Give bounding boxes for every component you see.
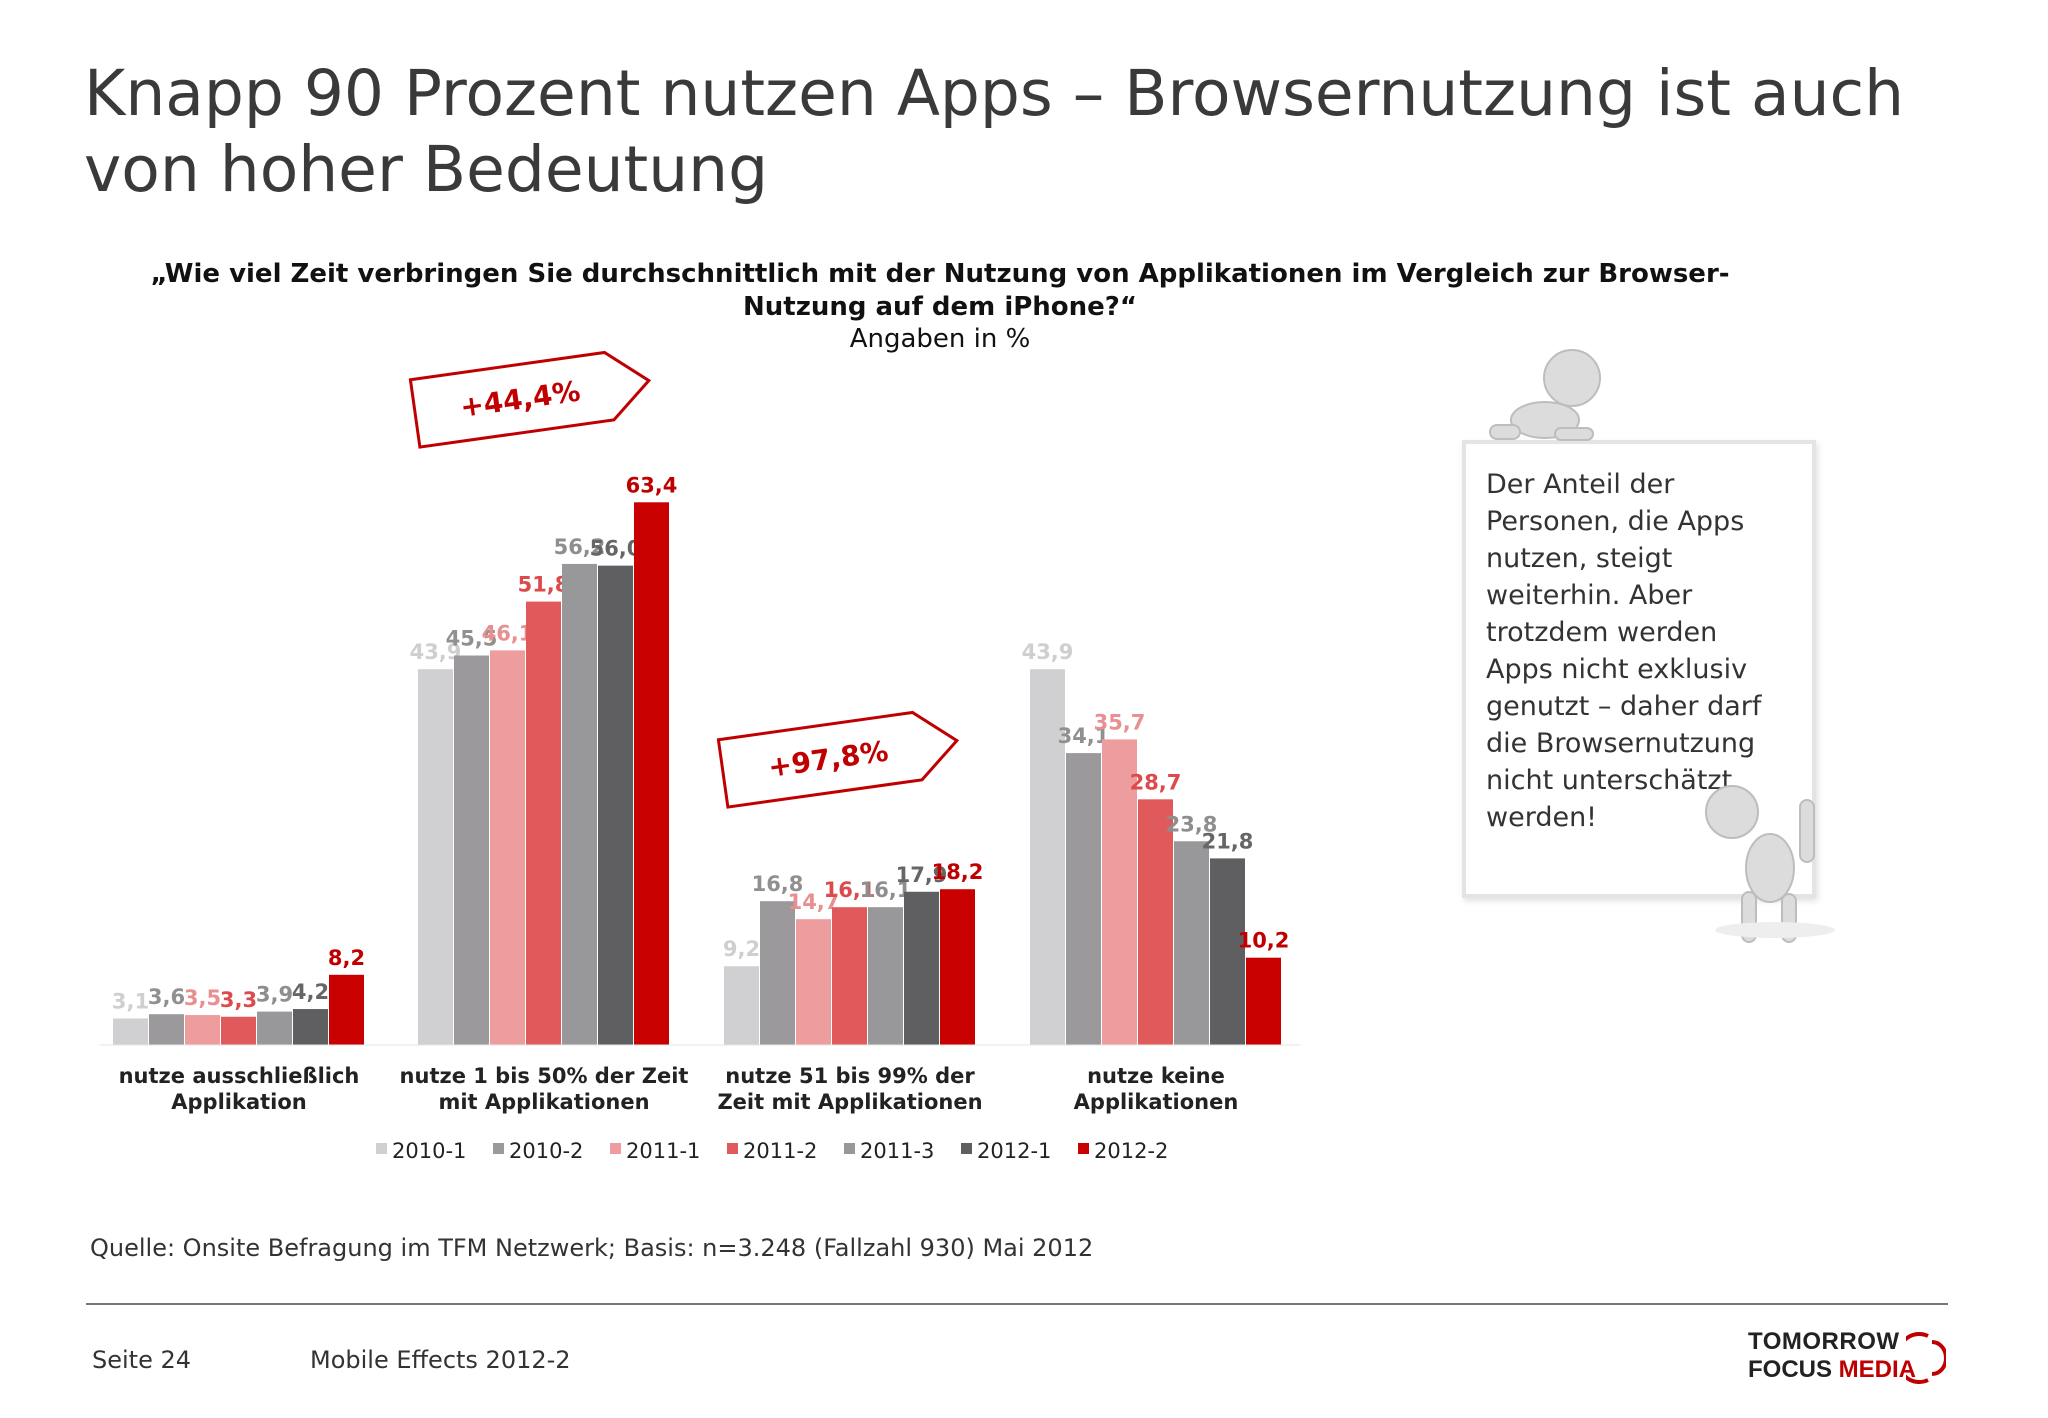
bar-2010-2-cat4 [1066,753,1101,1045]
legend-label: 2012-1 [977,1139,1051,1163]
category-label: nutze keine Applikationen [1074,1064,1239,1114]
bar-2011-1-cat1 [185,1015,220,1045]
logo-line-2: FOCUS MEDIA [1748,1356,1916,1384]
bar-2010-1-cat2 [418,669,453,1045]
bar-2012-1-cat2 [598,565,633,1045]
legend-swatch [727,1143,738,1154]
bar-2011-2-cat3 [832,907,867,1045]
bar-2012-1-cat4 [1210,858,1245,1045]
value-label: 14,7 [788,890,840,914]
bar-2010-1-cat4 [1030,669,1065,1045]
page-number: Seite 24 [92,1346,192,1374]
value-label: 45,5 [446,627,498,651]
value-label: 16,1 [824,878,876,902]
value-label: 9,2 [723,937,760,961]
value-label: 34,1 [1058,724,1110,748]
value-label: 63,4 [626,473,678,497]
bar-2012-2-cat2 [634,502,669,1045]
legend-swatch [376,1143,387,1154]
value-label: 16,1 [860,878,912,902]
legend-label: 2011-2 [743,1139,817,1163]
growth-callout-2-shape: +97,8% [716,710,960,809]
legend-swatch [610,1143,621,1154]
category-label: nutze ausschließlich Applikation [119,1064,360,1114]
bar-2011-1-cat2 [490,650,525,1045]
value-label: 17,9 [896,863,948,887]
legend-label: 2012-2 [1094,1139,1168,1163]
bar-2010-2-cat3 [760,901,795,1045]
value-label: 46,1 [482,621,534,645]
category-label: nutze 51 bis 99% der Zeit mit Applikation… [717,1064,982,1114]
bar-2012-1-cat1 [293,1009,328,1045]
value-label: 28,7 [1130,770,1182,794]
bar-2011-1-cat4 [1102,739,1137,1045]
unit-note: Angaben in % [849,324,1031,354]
bar-2011-3-cat3 [868,907,903,1045]
value-label: 51,8 [518,573,570,597]
value-label: 43,9 [1022,640,1074,664]
legend-swatch [961,1143,972,1154]
value-label: 56,2 [554,535,606,559]
legend-label: 2010-2 [509,1139,583,1163]
value-label: 18,2 [932,860,984,884]
value-label: 23,8 [1166,812,1218,836]
legend-swatch [844,1143,855,1154]
logo-word-media: MEDIA [1838,1356,1917,1383]
logo-arc-icon [1906,1332,1946,1384]
value-label: 10,2 [1238,929,1290,953]
value-label: 35,7 [1094,710,1146,734]
bar-2010-1-cat3 [724,966,759,1045]
bar-2011-2-cat1 [221,1016,256,1045]
bar-2011-3-cat2 [562,563,597,1045]
note-text: Der Anteil der Personen, die Apps nutzen… [1486,469,1762,833]
logo-line-1: TOMORROW [1748,1328,1900,1355]
logo-word-focus: FOCUS [1748,1356,1839,1383]
growth-callout-1-shape: +44,4% [408,350,652,449]
value-label: 56,0 [590,537,642,561]
value-label: 16,8 [752,872,804,896]
slide-title: Knapp 90 Prozent nutzen Apps – Browsernu… [84,57,1905,206]
legend-swatch [493,1143,504,1154]
bar-2011-2-cat4 [1138,799,1173,1045]
category-label: nutze 1 bis 50% der Zeit mit Applikatione… [400,1064,689,1114]
source-note: Quelle: Onsite Befragung im TFM Netzwerk… [90,1234,1094,1262]
value-label: 3,3 [220,988,257,1012]
bar-2010-1-cat1 [113,1018,148,1045]
report-name: Mobile Effects 2012-2 [310,1346,571,1374]
bar-2010-2-cat2 [454,655,489,1045]
bar-2010-2-cat1 [149,1014,184,1045]
bar-2012-2-cat1 [329,974,364,1045]
value-label: 3,1 [112,989,149,1013]
value-label: 8,2 [328,946,365,970]
value-label: 3,6 [148,985,185,1009]
legend-swatch [1078,1143,1089,1154]
legend-label: 2011-3 [860,1139,934,1163]
footer-divider [86,1303,1948,1305]
bar-2011-3-cat4 [1174,841,1209,1045]
legend-label: 2011-1 [626,1139,700,1163]
survey-question: „Wie viel Zeit verbringen Sie durchschni… [150,259,1730,322]
value-label: 21,8 [1202,829,1254,853]
bar-2011-2-cat2 [526,601,561,1045]
bar-2012-2-cat4 [1246,957,1281,1045]
legend-label: 2010-1 [392,1139,466,1163]
bar-2011-3-cat1 [257,1011,292,1045]
value-label: 3,9 [256,983,293,1007]
bar-2012-1-cat3 [904,891,939,1045]
bar-2012-2-cat3 [940,889,975,1045]
value-label: 4,2 [292,980,329,1004]
bar-2011-1-cat3 [796,919,831,1045]
value-label: 3,5 [184,986,221,1010]
company-logo: TOMORROW FOCUS MEDIA [1748,1328,1948,1388]
value-label: 43,9 [410,640,462,664]
